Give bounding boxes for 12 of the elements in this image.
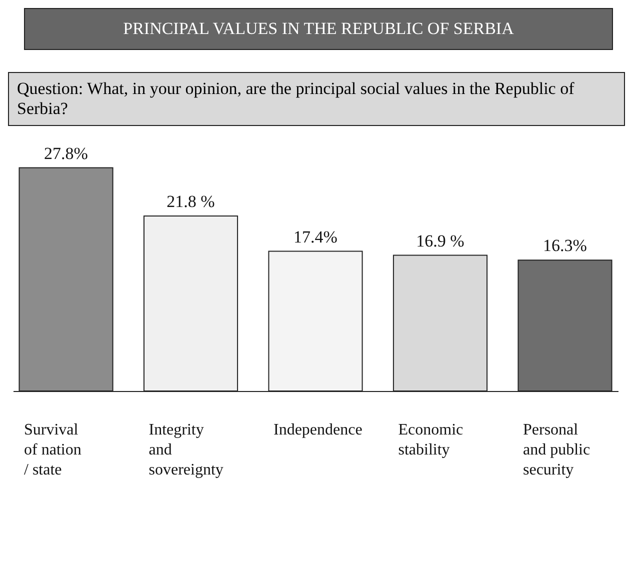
x-tick-label: Economic stability <box>398 422 464 458</box>
data-label: 17.4% <box>294 227 338 246</box>
data-label: 16.9 % <box>416 231 464 250</box>
chart-subtitle: Question: What, in your opinion, are the principal social values in the Republic of Serbia? <box>8 72 625 126</box>
data-label: 21.8 % <box>166 192 215 211</box>
x-tick-label: Personal and public security <box>522 422 590 478</box>
data-label: 27.8% <box>44 144 88 163</box>
x-tick-label: Survival of nation / state <box>24 422 82 478</box>
data-label: 16.3% <box>543 236 587 256</box>
x-tick-label: Integrity and sovereignty <box>148 422 224 478</box>
x-tick-label: Independence <box>274 422 362 438</box>
chart-title: PRINCIPAL VALUES IN THE REPUBLIC OF SERBIA <box>24 8 613 50</box>
